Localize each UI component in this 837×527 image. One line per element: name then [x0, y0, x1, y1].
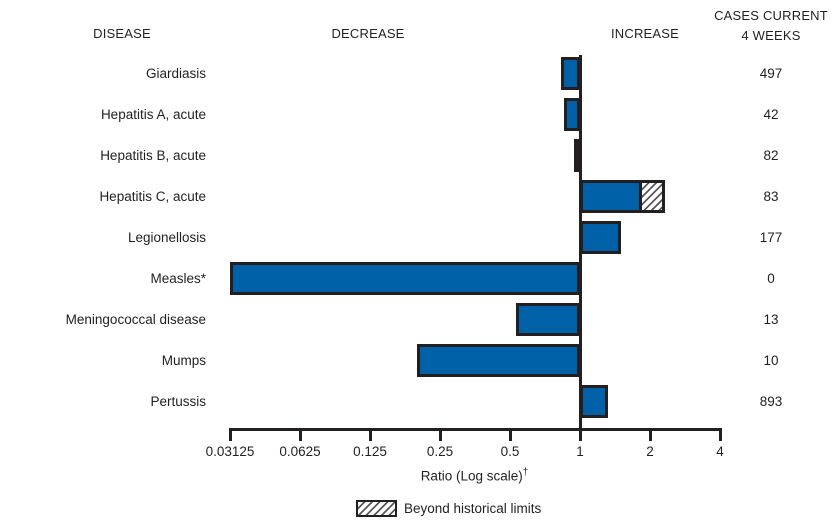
ratio-bar — [580, 385, 609, 419]
x-axis-tick-label: 0.125 — [353, 444, 387, 459]
beyond-historical-limits-swatch — [356, 500, 397, 517]
x-axis-tick-label: 0.03125 — [205, 444, 255, 459]
x-axis-tick — [508, 428, 512, 441]
x-axis-tick-label: 2 — [646, 444, 654, 459]
ratio-bar — [573, 138, 580, 172]
x-axis-tick — [648, 428, 652, 441]
cases-value: 13 — [763, 312, 779, 328]
x-axis-tick — [298, 428, 302, 441]
cases-value: 893 — [759, 394, 783, 410]
disease-label: Legionellosis — [127, 230, 206, 246]
disease-label: Meningococcal disease — [65, 312, 206, 328]
x-axis-tick-label: 0.0625 — [279, 444, 321, 459]
ratio-bar — [230, 262, 580, 296]
x-axis-tick — [438, 428, 442, 441]
cases-value: 10 — [763, 353, 779, 369]
cases-value: 82 — [763, 147, 779, 163]
column-header-cases: CASES CURRENT 4 WEEKS — [690, 6, 837, 46]
column-header-decrease: DECREASE — [331, 26, 405, 41]
disease-label: Hepatitis B, acute — [100, 147, 206, 163]
x-axis-tick — [718, 428, 722, 441]
disease-label: Measles* — [150, 271, 206, 287]
dagger-superscript: † — [522, 467, 529, 478]
column-header-increase: INCREASE — [610, 26, 680, 41]
disease-label: Giardiasis — [145, 65, 206, 81]
column-header-disease: DISEASE — [93, 26, 151, 41]
x-axis-title: Ratio (Log scale)† — [229, 467, 720, 484]
column-header-cases-line1: CASES CURRENT — [714, 8, 828, 23]
x-axis-title-text: Ratio (Log scale) — [420, 468, 523, 484]
legend-label: Beyond historical limits — [404, 501, 542, 516]
x-axis-line — [228, 428, 722, 431]
disease-label: Hepatitis A, acute — [100, 106, 206, 122]
x-axis-tick — [368, 428, 372, 441]
x-axis-tick — [228, 428, 232, 441]
cases-value: 497 — [759, 65, 783, 81]
x-axis-tick-label: 1 — [576, 444, 584, 459]
ratio-bar — [580, 179, 643, 213]
cases-value: 0 — [767, 271, 775, 287]
beyond-limit-bar — [639, 179, 666, 213]
cases-value: 83 — [763, 188, 779, 204]
ratio-bar — [563, 97, 580, 131]
disease-label: Pertussis — [150, 394, 206, 410]
x-axis-tick-label: 4 — [716, 444, 724, 459]
ratio-bar — [580, 221, 621, 255]
ratio-bar — [561, 56, 580, 90]
column-header-cases-line2: 4 WEEKS — [741, 28, 801, 43]
x-axis-tick-label: 0.5 — [500, 444, 520, 459]
cases-value: 42 — [763, 106, 779, 122]
x-axis-tick-label: 0.25 — [426, 444, 454, 459]
disease-label: Hepatitis C, acute — [99, 188, 206, 204]
x-axis-tick — [578, 428, 582, 441]
ratio-bar — [417, 344, 580, 378]
cases-value: 177 — [759, 230, 783, 246]
ratio-bar — [515, 303, 580, 337]
disease-label: Mumps — [161, 353, 206, 369]
legend: Beyond historical limits — [356, 500, 541, 517]
